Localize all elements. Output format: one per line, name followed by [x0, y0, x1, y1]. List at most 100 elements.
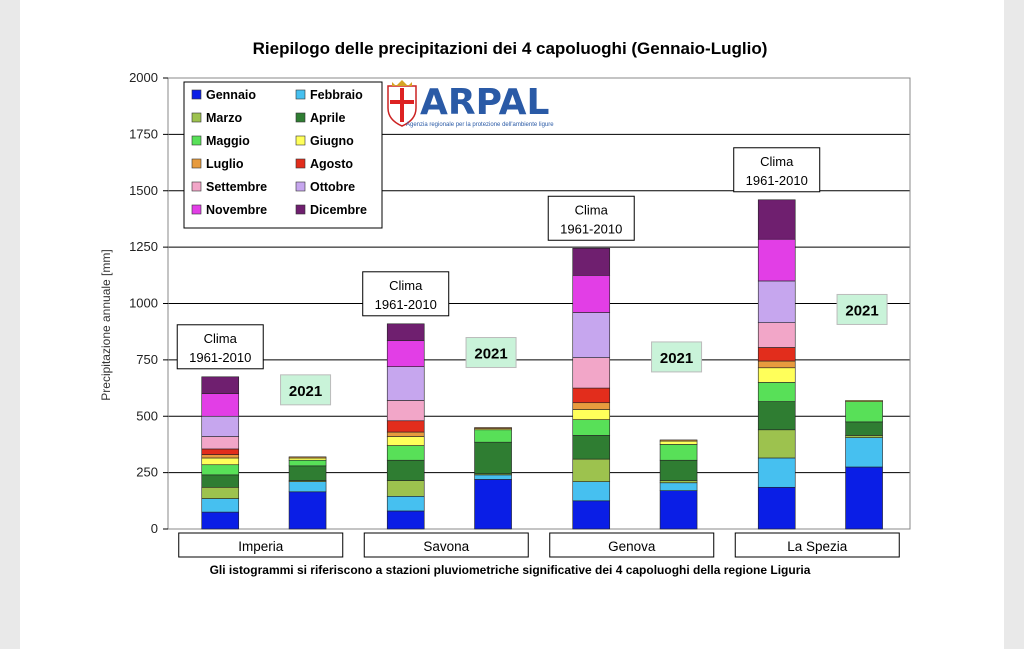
bar-segment-2021-aprile [474, 441, 512, 475]
category-label: Savona [423, 539, 469, 554]
bar-segment-2021-marzo [845, 435, 883, 438]
legend-label-marzo: Marzo [206, 111, 242, 125]
y-tick-label: 750 [136, 352, 158, 367]
bar-segment-2021-febbraio [845, 437, 883, 468]
bar-segment-clima-dicembre [386, 323, 425, 342]
bar-segment-2021-maggio [845, 401, 883, 423]
logo-subtitle: Agenzia regionale per la protezione dell… [406, 122, 554, 128]
category-label-box [549, 532, 715, 558]
arpal-logo: ARPAL Agenzia regionale per la protezion… [387, 80, 554, 128]
year-annotation-label: 2021 [289, 383, 322, 400]
clima-annotation-box [362, 271, 450, 317]
clima-annotation-line1: Clima [204, 331, 238, 346]
year-annotation-label: 2021 [845, 302, 878, 319]
bar-segment-clima-ottobre [386, 366, 425, 401]
y-tick-label: 2000 [129, 70, 158, 85]
bar-segment-clima-aprile [386, 459, 425, 481]
y-axis-ticks: 0 250 500 750 1000 1250 1500 1750 2000 [129, 70, 168, 536]
bar-segment-clima-febbraio [572, 481, 611, 502]
y-tick-label: 1250 [129, 239, 158, 254]
legend-label-aprile: Aprile [310, 111, 345, 125]
liguria-crest-icon [387, 80, 417, 127]
bar-segment-clima-maggio [757, 382, 796, 402]
bar-segment-clima-novembre [201, 393, 240, 417]
bar-segment-clima-ottobre [757, 280, 796, 323]
bar-segment-2021-giugno [659, 440, 698, 445]
year-annotation-box [651, 341, 703, 373]
legend-label-luglio: Luglio [206, 157, 244, 171]
legend-swatch-settembre [191, 181, 202, 192]
bar-segment-2021-gennaio [288, 491, 327, 530]
bar-segment-clima-febbraio [757, 457, 796, 488]
bar-segment-clima-gennaio [201, 511, 240, 530]
year-annotation-label: 2021 [660, 350, 693, 367]
bar-segment-clima-settembre [386, 400, 425, 422]
bar-segment-clima-agosto [201, 448, 240, 455]
legend-swatch-novembre [191, 204, 202, 215]
year-annotation-box [280, 374, 332, 406]
bar-segment-clima-febbraio [201, 498, 240, 513]
category-label-box [178, 532, 344, 558]
bar-segment-clima-settembre [757, 322, 796, 348]
bar-segment-clima-giugno [201, 457, 240, 466]
legend-label-giugno: Giugno [310, 134, 354, 148]
bar-segment-clima-luglio [757, 360, 796, 369]
bar-segment-2021-luglio [288, 456, 327, 459]
legend: Gennaio Febbraio Marzo Aprile Maggio Giugno Lu… [183, 81, 383, 229]
bar-segment-clima-agosto [386, 420, 425, 433]
bar-segment-clima-marzo [386, 480, 425, 497]
clima-annotation-line2: 1961-2010 [746, 173, 808, 188]
footnote: Gli istogrammi si riferiscono a stazioni… [210, 563, 811, 577]
bar-segment-clima-giugno [757, 367, 796, 383]
category-label: La Spezia [787, 539, 848, 554]
bar-segment-clima-agosto [757, 347, 796, 362]
legend-swatch-aprile [295, 112, 306, 123]
category-label: Genova [608, 539, 656, 554]
bar-segment-2021-gennaio [845, 466, 883, 530]
bar-segment-clima-marzo [757, 429, 796, 459]
bar-segment-2021-aprile [845, 421, 883, 436]
clima-annotation-line2: 1961-2010 [189, 350, 251, 365]
bar-segment-clima-maggio [201, 464, 240, 476]
bar-segment-2021-giugno [845, 400, 883, 402]
bar-segment-clima-giugno [572, 409, 611, 420]
category-label-box [734, 532, 900, 558]
bar-segment-clima-settembre [572, 357, 611, 389]
bar-segment-2021-febbraio [474, 474, 512, 480]
legend-label-febbraio: Febbraio [310, 88, 363, 102]
bar-segment-clima-aprile [201, 474, 240, 488]
bar-segment-clima-dicembre [572, 247, 611, 276]
bar-segment-clima-agosto [572, 387, 611, 404]
category-label-box [363, 532, 529, 558]
bar-segment-clima-febbraio [386, 496, 425, 512]
bar-segment-clima-ottobre [201, 415, 240, 437]
bar-segment-2021-aprile [288, 465, 327, 481]
clima-annotation-line2: 1961-2010 [375, 297, 437, 312]
bar-segment-clima-maggio [572, 419, 611, 436]
bar-segment-clima-aprile [572, 435, 611, 460]
bar-segment-clima-maggio [386, 445, 425, 461]
bar-segment-2021-febbraio [659, 482, 698, 491]
bar-segment-clima-ottobre [572, 312, 611, 358]
legend-swatch-maggio [191, 135, 202, 146]
bars [201, 199, 883, 530]
stacked-bar-chart: Riepilogo delle precipitazioni dei 4 cap… [99, 39, 911, 577]
y-tick-label: 1000 [129, 296, 158, 311]
y-tick-label: 250 [136, 465, 158, 480]
bar-segment-clima-luglio [572, 402, 611, 410]
bar-segment-2021-maggio [474, 429, 512, 443]
year-annotation-box [465, 337, 517, 369]
chart-title: Riepilogo delle precipitazioni dei 4 cap… [253, 39, 768, 58]
legend-swatch-ottobre [295, 181, 306, 192]
bar-segment-clima-marzo [201, 486, 240, 499]
legend-label-settembre: Settembre [206, 180, 267, 194]
bar-segment-clima-luglio [201, 454, 240, 459]
bar-segment-clima-dicembre [201, 376, 240, 395]
category-labels: Imperia Savona Genova La Spezia [178, 532, 900, 558]
legend-label-maggio: Maggio [206, 134, 250, 148]
legend-swatch-luglio [191, 158, 202, 169]
bar-segment-2021-marzo [659, 480, 698, 484]
bar-segment-2021-luglio [659, 439, 698, 442]
bar-segment-2021-giugno [288, 457, 327, 461]
bar-segment-2021-febbraio [288, 481, 327, 493]
